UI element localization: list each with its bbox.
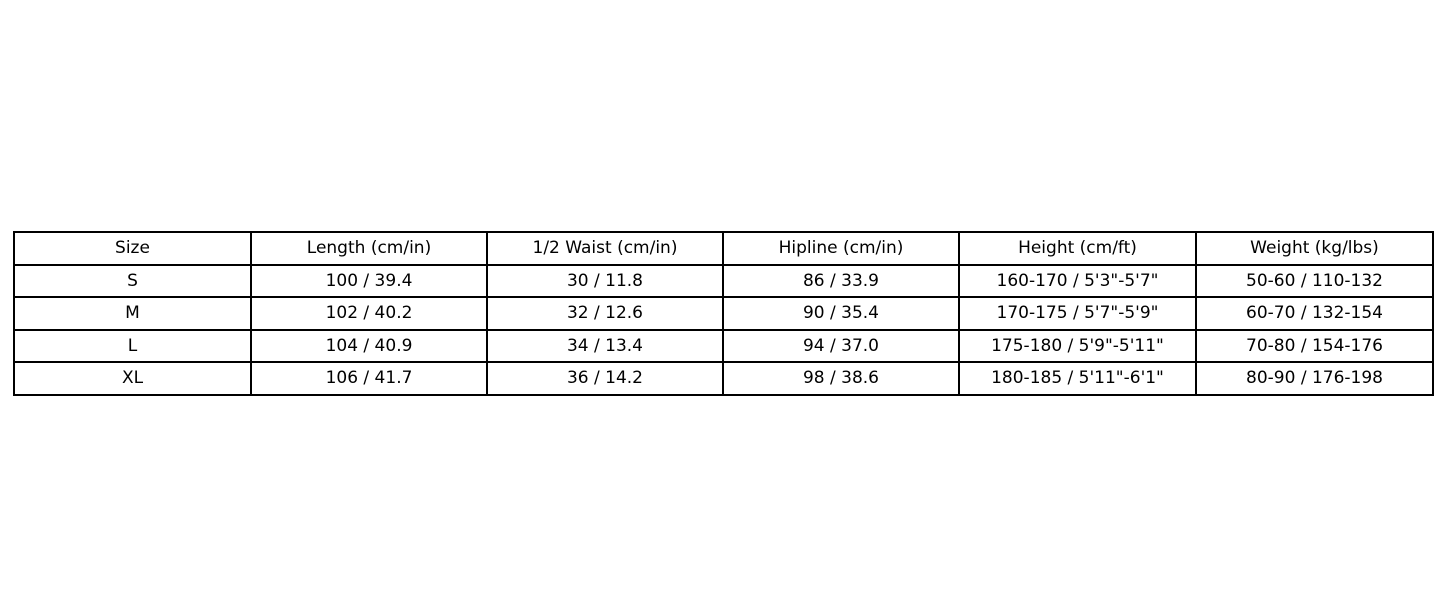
cell-size: XL	[13, 361, 252, 396]
cell-size: S	[13, 263, 252, 299]
table-row: L 104 / 40.9 34 / 13.4 94 / 37.0 175-180…	[13, 328, 1434, 364]
size-chart-table: Size Length (cm/in) 1/2 Waist (cm/in) Hi…	[13, 231, 1434, 396]
cell-length: 102 / 40.2	[250, 296, 488, 331]
cell-height: 160-170 / 5'3"-5'7"	[958, 263, 1197, 299]
table-header-row: Size Length (cm/in) 1/2 Waist (cm/in) Hi…	[13, 231, 1434, 266]
cell-weight: 60-70 / 132-154	[1195, 296, 1434, 331]
cell-hipline: 86 / 33.9	[722, 263, 960, 299]
column-header-weight: Weight (kg/lbs)	[1195, 231, 1434, 266]
table-row: S 100 / 39.4 30 / 11.8 86 / 33.9 160-170…	[13, 263, 1434, 299]
cell-length: 104 / 40.9	[250, 328, 488, 364]
table-row: XL 106 / 41.7 36 / 14.2 98 / 38.6 180-18…	[13, 361, 1434, 396]
cell-half-waist: 34 / 13.4	[486, 328, 724, 364]
cell-length: 106 / 41.7	[250, 361, 488, 396]
cell-hipline: 98 / 38.6	[722, 361, 960, 396]
column-header-size: Size	[13, 231, 252, 266]
column-header-hipline: Hipline (cm/in)	[722, 231, 960, 266]
cell-size: M	[13, 296, 252, 331]
cell-half-waist: 32 / 12.6	[486, 296, 724, 331]
cell-hipline: 94 / 37.0	[722, 328, 960, 364]
cell-half-waist: 30 / 11.8	[486, 263, 724, 299]
cell-weight: 70-80 / 154-176	[1195, 328, 1434, 364]
column-header-length: Length (cm/in)	[250, 231, 488, 266]
cell-weight: 50-60 / 110-132	[1195, 263, 1434, 299]
cell-height: 180-185 / 5'11"-6'1"	[958, 361, 1197, 396]
column-header-waist: 1/2 Waist (cm/in)	[486, 231, 724, 266]
cell-weight: 80-90 / 176-198	[1195, 361, 1434, 396]
cell-size: L	[13, 328, 252, 364]
cell-height: 170-175 / 5'7"-5'9"	[958, 296, 1197, 331]
cell-height: 175-180 / 5'9"-5'11"	[958, 328, 1197, 364]
table-row: M 102 / 40.2 32 / 12.6 90 / 35.4 170-175…	[13, 296, 1434, 331]
cell-length: 100 / 39.4	[250, 263, 488, 299]
cell-half-waist: 36 / 14.2	[486, 361, 724, 396]
column-header-height: Height (cm/ft)	[958, 231, 1197, 266]
cell-hipline: 90 / 35.4	[722, 296, 960, 331]
